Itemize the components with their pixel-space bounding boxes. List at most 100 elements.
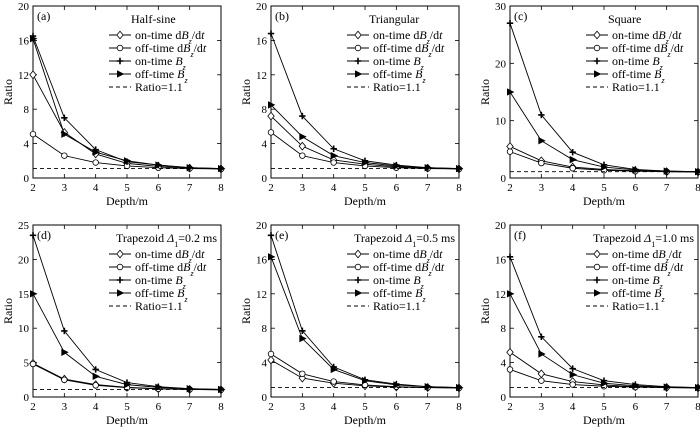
legend-marker <box>355 70 363 78</box>
data-point <box>506 347 514 357</box>
y-tick-label: 4 <box>24 139 30 151</box>
legend-label: off-time dBz/dt <box>373 260 445 278</box>
x-tick-label: 4 <box>570 182 576 194</box>
legend-label: Ratio=1.1 <box>135 80 183 94</box>
x-tick-label: 6 <box>394 182 400 194</box>
series-group <box>29 32 226 174</box>
x-tick-label: 5 <box>362 182 368 194</box>
legend-label: on-time Bz <box>612 273 664 291</box>
data-point <box>92 382 99 389</box>
series-line <box>32 74 222 170</box>
legend-label: on-time Bz <box>135 54 187 72</box>
y-tick-label: 16 <box>256 254 268 266</box>
data-point <box>267 232 275 239</box>
y-tick-label: 4 <box>262 358 268 370</box>
y-tick-label: 20 <box>495 220 507 232</box>
legend-label: on-time dBz/dt <box>135 28 205 46</box>
data-point <box>124 380 132 389</box>
x-tick-label: 6 <box>156 182 162 194</box>
legend-label: on-time dBz/dt <box>373 247 443 265</box>
x-tick-label: 7 <box>187 401 193 413</box>
x-tick-label: 2 <box>30 182 36 194</box>
legend-label: Ratio=1.1 <box>612 299 660 313</box>
chart-panel-e: 2 3 4 5 6 7 8 0 4 8 12 16 20 Depth/m Ratio (e) Trapezoid… <box>239 220 464 427</box>
y-tick-label: 8 <box>262 104 268 116</box>
data-point <box>30 34 38 43</box>
y-tick-label: 16 <box>18 35 30 47</box>
legend-marker <box>116 263 124 271</box>
data-point <box>61 376 68 383</box>
legend-label: off-time dBz/dt <box>135 41 207 59</box>
x-tick-label: 4 <box>331 401 337 413</box>
y-tick-label: 30 <box>495 1 507 13</box>
legend-label: on-time dBz/dt <box>373 28 443 46</box>
x-axis-label: Depth/m <box>344 413 387 427</box>
series-group <box>267 30 464 174</box>
legend-marker <box>354 30 362 40</box>
x-tick-label: 3 <box>300 401 306 413</box>
data-point <box>30 290 38 298</box>
data-point <box>362 158 370 167</box>
data-point <box>267 355 275 365</box>
y-tick-label: 8 <box>24 104 30 116</box>
data-point <box>92 372 101 381</box>
x-tick-label: 5 <box>362 401 368 413</box>
legend-label: off-time dBz/dt <box>135 260 207 278</box>
data-point <box>506 366 514 373</box>
data-point <box>299 152 306 159</box>
legend-marker <box>593 263 601 271</box>
data-point <box>299 133 307 141</box>
y-tick-label: 12 <box>495 289 506 301</box>
x-tick-label: 8 <box>456 182 462 194</box>
data-point <box>61 348 69 356</box>
data-point <box>424 163 433 172</box>
y-tick-label: 12 <box>256 289 267 301</box>
x-tick-label: 4 <box>93 182 99 194</box>
x-tick-label: 4 <box>570 401 576 413</box>
y-tick-label: 0 <box>501 173 507 185</box>
legend-marker <box>354 249 362 259</box>
data-point <box>298 141 307 151</box>
y-tick-label: 16 <box>495 254 507 266</box>
x-axis-label: Depth/m <box>583 194 626 208</box>
panel-label: (b) <box>275 9 289 23</box>
legend-marker <box>593 44 601 52</box>
x-tick-label: 8 <box>218 182 224 194</box>
panel-label: (f) <box>514 228 526 242</box>
y-tick-label: 15 <box>18 289 30 301</box>
data-point <box>569 381 576 388</box>
data-point <box>155 383 163 392</box>
data-point <box>507 290 515 298</box>
data-point <box>155 161 163 169</box>
x-tick-label: 7 <box>187 182 193 194</box>
y-tick-label: 0 <box>262 392 268 404</box>
x-tick-label: 7 <box>664 401 670 413</box>
x-tick-label: 7 <box>664 182 670 194</box>
x-tick-label: 5 <box>124 401 130 413</box>
legend-label: off-time dBz/dt <box>612 41 684 59</box>
data-point <box>632 166 640 174</box>
data-point <box>330 151 339 160</box>
panel-title: Square <box>608 12 641 26</box>
legend-marker <box>593 57 601 65</box>
data-point <box>92 148 101 156</box>
y-tick-label: 20 <box>18 1 30 13</box>
data-point <box>507 88 515 96</box>
legend-label: off-time dBz/dt <box>612 260 684 278</box>
legend-label: on-time Bz <box>135 273 187 291</box>
panel-title: Triangular <box>369 12 419 26</box>
legend-label: Ratio=1.1 <box>373 299 421 313</box>
data-point <box>330 145 337 152</box>
series-group <box>506 20 700 177</box>
data-point <box>92 159 99 166</box>
legend-marker <box>355 289 363 297</box>
data-point <box>29 232 37 239</box>
x-tick-label: 5 <box>124 182 130 194</box>
x-tick-label: 3 <box>62 182 68 194</box>
data-point <box>29 70 37 80</box>
legend-label: on-time dBz/dt <box>612 247 682 265</box>
data-point <box>538 350 546 358</box>
x-tick-label: 7 <box>425 401 431 413</box>
data-point <box>538 111 545 119</box>
x-tick-label: 3 <box>300 182 306 194</box>
